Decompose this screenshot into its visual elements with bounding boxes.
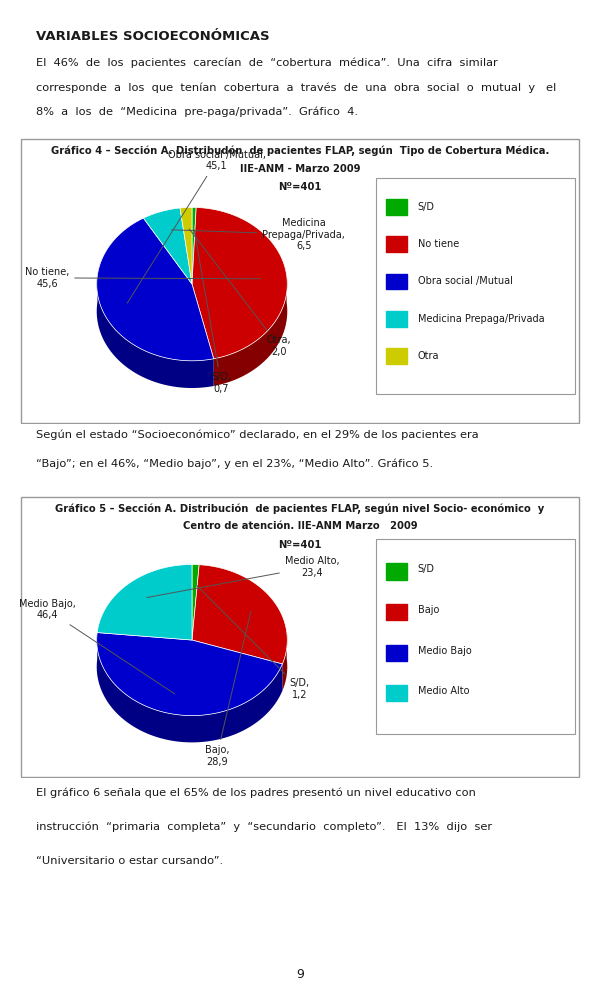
Bar (386, 274, 407, 289)
Text: El  46%  de  los  pacientes  carecían  de  “cobertura  médica”.  Una  cifra  sim: El 46% de los pacientes carecían de “cob… (36, 58, 498, 68)
Text: 9: 9 (296, 968, 304, 982)
Polygon shape (97, 633, 283, 742)
Text: Medicina Prepaga/Privada: Medicina Prepaga/Privada (418, 314, 544, 324)
Text: Medio Alto,
23,4: Medio Alto, 23,4 (147, 556, 340, 598)
Text: S/D,
1,2: S/D, 1,2 (197, 585, 310, 700)
Polygon shape (97, 633, 283, 716)
Polygon shape (214, 275, 287, 386)
Text: No tiene,
45,6: No tiene, 45,6 (25, 267, 260, 289)
Polygon shape (143, 208, 192, 284)
Text: Nº=401: Nº=401 (278, 182, 322, 192)
Text: Medio Alto: Medio Alto (418, 686, 469, 696)
Text: S/D: S/D (418, 202, 434, 212)
Polygon shape (97, 275, 214, 388)
Bar (386, 604, 407, 620)
Text: Medio Bajo: Medio Bajo (418, 646, 471, 656)
Text: “Universitario o estar cursando”.: “Universitario o estar cursando”. (36, 856, 223, 866)
Text: instrucción  “primaria  completa”  y  “secundario  completo”.   El  13%  dijo  s: instrucción “primaria completa” y “secun… (36, 822, 492, 832)
FancyBboxPatch shape (21, 497, 579, 777)
FancyBboxPatch shape (376, 178, 575, 394)
Text: IIE-ANM - Marzo 2009: IIE-ANM - Marzo 2009 (240, 164, 360, 174)
Text: Nº=401: Nº=401 (278, 540, 322, 550)
Text: Según el estado “Socioeconómico” declarado, en el 29% de los pacientes era: Según el estado “Socioeconómico” declara… (36, 430, 479, 440)
Bar (386, 199, 407, 215)
Text: Centro de atención. IIE-ANM Marzo   2009: Centro de atención. IIE-ANM Marzo 2009 (182, 521, 418, 531)
Text: Otra: Otra (418, 351, 439, 361)
Text: VARIABLES SOCIOECONÓMICAS: VARIABLES SOCIOECONÓMICAS (36, 30, 269, 43)
Text: Gráfico 5 – Sección A. Distribución  de pacientes FLAP, según nivel Socio- econó: Gráfico 5 – Sección A. Distribución de p… (55, 503, 545, 514)
Bar (386, 645, 407, 661)
Text: Obra social /Mutual,
45,1: Obra social /Mutual, 45,1 (127, 150, 266, 303)
Bar (386, 563, 407, 580)
FancyBboxPatch shape (21, 139, 579, 423)
Bar (386, 685, 407, 701)
FancyBboxPatch shape (376, 539, 575, 734)
Bar (386, 311, 407, 327)
Polygon shape (192, 207, 196, 284)
Polygon shape (180, 207, 192, 284)
Text: corresponde  a  los  que  tenían  cobertura  a  través  de  una  obra  social  o: corresponde a los que tenían cobertura a… (36, 82, 556, 93)
Text: Obra social /Mutual: Obra social /Mutual (418, 276, 512, 286)
Polygon shape (192, 207, 287, 359)
Polygon shape (192, 564, 199, 640)
Text: “Bajo”; en el 46%, “Medio bajo”, y en el 23%, “Medio Alto”. Gráfico 5.: “Bajo”; en el 46%, “Medio bajo”, y en el… (36, 459, 433, 469)
Text: No tiene: No tiene (418, 239, 459, 249)
Bar (386, 236, 407, 252)
Text: Otra,
2,0: Otra, 2,0 (189, 229, 292, 357)
Text: Medicina
Prepaga/Privada,
6,5: Medicina Prepaga/Privada, 6,5 (172, 218, 345, 251)
Text: Bajo,
28,9: Bajo, 28,9 (205, 611, 251, 767)
Polygon shape (97, 218, 214, 361)
Text: Gráfico 4 – Sección A. Distribudón  de pacientes FLAP, según  Tipo de Cobertura : Gráfico 4 – Sección A. Distribudón de pa… (51, 145, 549, 156)
Text: El gráfico 6 señala que el 65% de los padres presentó un nivel educativo con: El gráfico 6 señala que el 65% de los pa… (36, 787, 476, 798)
Polygon shape (283, 632, 287, 691)
Text: 8%  a  los  de  “Medicina  pre-paga/privada”.  Gráfico  4.: 8% a los de “Medicina pre-paga/privada”.… (36, 107, 358, 117)
Text: Medio Bajo,
46,4: Medio Bajo, 46,4 (19, 599, 175, 694)
Bar (386, 348, 407, 364)
Text: Bajo: Bajo (418, 605, 439, 615)
Polygon shape (192, 565, 287, 664)
Text: S/D: S/D (418, 564, 434, 574)
Text: S/D,
0,7: S/D, 0,7 (194, 229, 231, 394)
Polygon shape (97, 564, 192, 640)
